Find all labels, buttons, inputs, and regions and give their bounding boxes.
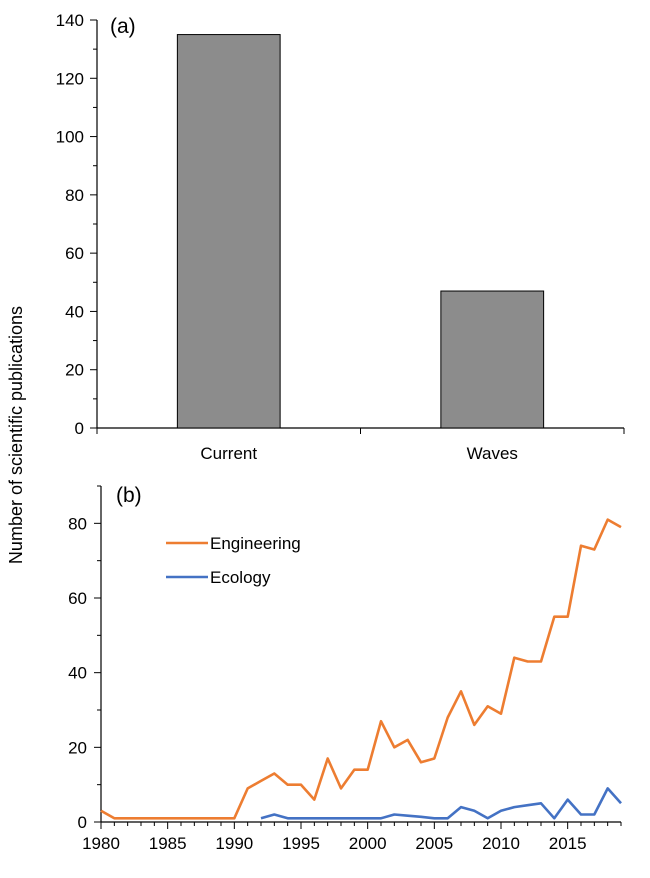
legend-label-engineering: Engineering	[210, 534, 301, 553]
y-axis-title: Number of scientific publications	[6, 306, 26, 564]
panel-a: 0 20 40 60 80 100 120 140 Current Waves (a)	[56, 11, 625, 463]
x-tick-label-b: 1985	[149, 834, 187, 853]
y-tick-label-b: 0	[78, 813, 87, 832]
y-tick-label-b: 20	[68, 738, 87, 757]
y-tick-label-a: 100	[56, 128, 84, 147]
panel-b: 0 20 40 60 80 1980 1985 1990 1995 2000 2005 2010 201…	[68, 484, 622, 853]
y-tick-label-b: 60	[68, 589, 87, 608]
y-tick-label-a: 140	[56, 11, 84, 30]
panel-label-b: (b)	[116, 484, 142, 507]
y-tick-label-a: 40	[65, 302, 84, 321]
series-engineering	[100, 518, 622, 820]
y-tick-label-a: 0	[75, 419, 84, 438]
x-tick-label-a: Waves	[467, 444, 518, 463]
y-tick-label-a: 80	[65, 186, 84, 205]
legend-label-ecology: Ecology	[210, 568, 271, 587]
panel-label-a: (a)	[110, 15, 136, 38]
y-tick-label-b: 80	[68, 514, 87, 533]
x-tick-label-b: 2010	[482, 834, 520, 853]
series-ecology	[260, 787, 622, 820]
y-tick-label-b: 40	[68, 664, 87, 683]
x-tick-label-b: 2015	[549, 834, 587, 853]
bar-current	[176, 34, 281, 429]
y-tick-label-a: 120	[56, 69, 84, 88]
x-tick-label-a: Current	[200, 444, 257, 463]
x-tick-label-b: 2000	[349, 834, 387, 853]
y-tick-label-a: 60	[65, 244, 84, 263]
x-tick-label-b: 1990	[215, 834, 253, 853]
bar-waves	[440, 290, 545, 429]
y-tick-label-a: 20	[65, 361, 84, 380]
x-tick-label-b: 1980	[82, 834, 120, 853]
x-tick-label-b: 2005	[415, 834, 453, 853]
x-tick-label-b: 1995	[282, 834, 320, 853]
